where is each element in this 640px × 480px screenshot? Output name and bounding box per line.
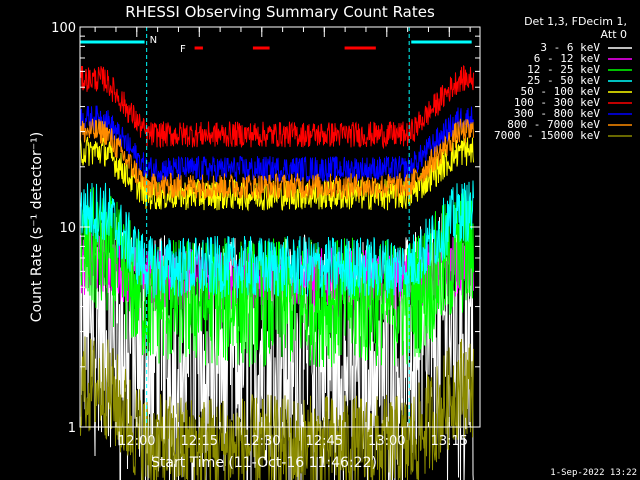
x-tick-label: 12:30 <box>243 434 280 449</box>
footer-timestamp: 1-Sep-2022 13:22 <box>550 468 637 478</box>
legend-entry-label: 50 - 100 keV <box>521 85 601 98</box>
legend-entry-label: 800 - 7000 keV <box>507 118 600 131</box>
axes: 1 10 100 12:00 12:15 12:30 12:45 13:00 13:15 <box>51 21 480 449</box>
x-tick-label: 13:15 <box>431 434 468 449</box>
x-tick-label: 13:00 <box>368 434 405 449</box>
legend-header-line: Att 0 <box>601 28 627 41</box>
series-line-5 <box>79 64 474 150</box>
legend-entry-label: 100 - 300 keV <box>514 96 600 109</box>
legend-entry-label: 12 - 25 keV <box>527 63 600 76</box>
plot-annotations: NF <box>80 27 472 427</box>
y-tick-label: 1 <box>68 421 76 436</box>
x-tick-label: 12:00 <box>118 434 155 449</box>
series-line-3 <box>79 180 474 299</box>
legend-header-line: Det 1,3, FDecim 1, <box>524 15 627 28</box>
x-tick-label: 12:45 <box>306 434 343 449</box>
series-line-7 <box>79 118 474 200</box>
x-axis-label: Start Time (11-Oct-16 11:46:22) <box>151 455 377 471</box>
legend-entry-label: 25 - 50 keV <box>527 74 600 87</box>
legend-entry-label: 7000 - 15000 keV <box>494 129 600 142</box>
y-axis-label: Count Rate (s⁻¹ detector⁻¹) <box>29 132 45 322</box>
y-tick-label: 10 <box>59 221 76 236</box>
flare-label: F <box>180 44 186 55</box>
legend-entry-label: 6 - 12 keV <box>534 52 601 65</box>
y-tick-label: 100 <box>51 21 76 36</box>
x-tick-label: 12:15 <box>181 434 218 449</box>
legend-entry-label: 3 - 6 keV <box>540 41 600 54</box>
night-label: N <box>150 35 157 46</box>
plot-series-layer <box>79 64 474 480</box>
chart-title: RHESSI Observing Summary Count Rates <box>125 3 435 21</box>
series-line-8 <box>79 336 474 480</box>
legend-entry-label: 300 - 800 keV <box>514 107 600 120</box>
